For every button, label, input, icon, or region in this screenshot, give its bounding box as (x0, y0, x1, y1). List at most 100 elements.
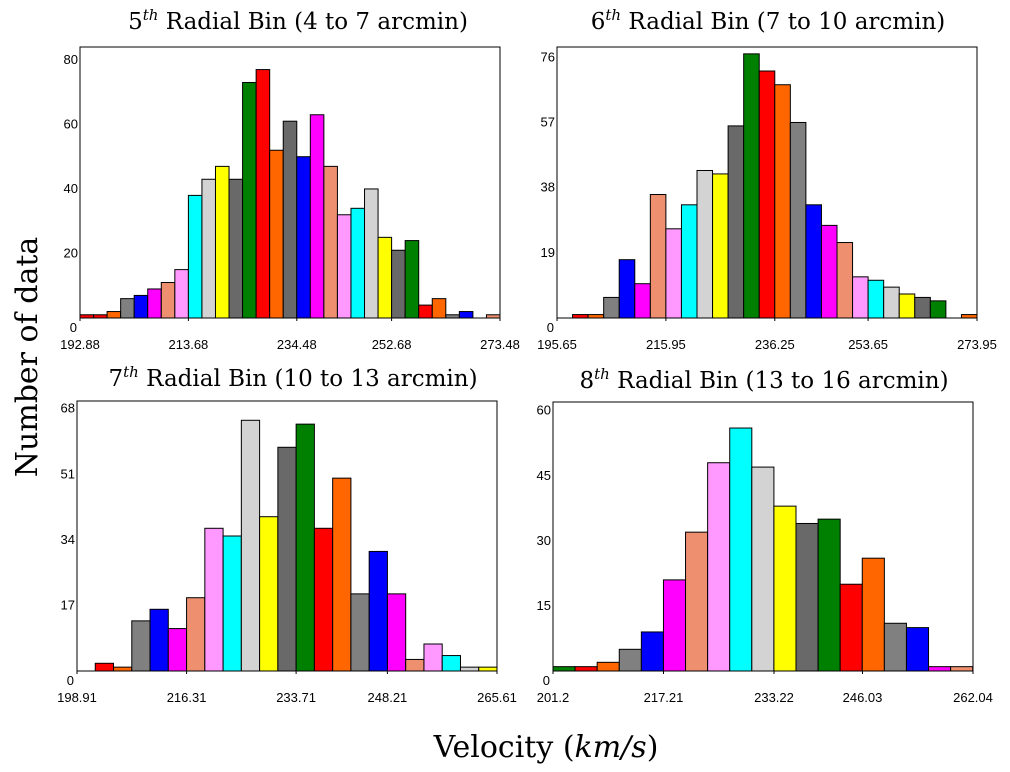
bar-p1-27 (431, 298, 447, 319)
bar-p3-8 (204, 527, 224, 672)
panel-title-4: 8th Radial Bin (13 to 16 arcmin) (579, 365, 948, 394)
x-tick-3-4: 248.21 (368, 690, 408, 705)
y-tick-4-1: 15 (537, 598, 551, 613)
bar-p3-15 (332, 477, 352, 672)
bar-p2-5 (618, 259, 636, 319)
plot-frame-1 (79, 46, 501, 319)
bar-p1-25 (404, 240, 420, 319)
y-tick-3-2: 34 (61, 532, 75, 547)
histogram-panel-4: 8th Radial Bin (13 to 16 arcmin) 0 15 30 45 6… (537, 365, 993, 705)
bar-p1-12 (228, 178, 244, 319)
bar-p4-16 (883, 622, 907, 672)
bar-p2-7 (649, 194, 667, 319)
bar-p3-21 (441, 655, 461, 672)
x-tick-3-3: 233.71 (276, 690, 316, 705)
bar-p4-18 (928, 666, 952, 672)
x-tick-1-4: 252.68 (372, 337, 412, 352)
y-tick-4-4: 60 (537, 403, 551, 418)
x-tick-3-1: 198.91 (57, 690, 97, 705)
bar-p1-24 (391, 249, 406, 319)
x-tick-1-1: 192.88 (60, 337, 100, 352)
x-tick-4-3: 233.22 (754, 690, 794, 705)
y-tick-4-2: 30 (537, 533, 551, 548)
bar-p1-8 (174, 269, 189, 319)
y-tick-zero-3: 0 (67, 673, 74, 688)
y-tick-3-4: 68 (61, 401, 75, 416)
bar-p2-19 (836, 242, 854, 319)
bar-p1-29 (458, 311, 474, 319)
x-tick-4-5: 262.04 (953, 690, 993, 705)
bar-p4-1 (552, 666, 576, 672)
bar-p4-12 (795, 522, 819, 672)
x-tick-4-2: 217.21 (644, 690, 684, 705)
x-tick-2-1: 195.65 (537, 337, 577, 352)
bar-p4-3 (596, 661, 620, 672)
y-tick-zero-2: 0 (547, 320, 554, 335)
x-tick-2-2: 215.95 (646, 337, 686, 352)
panel-title-3: 7th Radial Bin (10 to 13 arcmin) (108, 363, 477, 392)
bar-p2-25 (929, 300, 947, 319)
bar-p3-18 (386, 593, 407, 672)
bar-p2-27 (960, 314, 978, 319)
plot-frame-2 (556, 46, 978, 319)
plot-frame-3 (76, 400, 498, 672)
histogram-panel-1: 5th Radial Bin (4 to 7 arcmin) 0 20 40 60 80 1… (60, 6, 520, 352)
bar-p3-12 (277, 446, 297, 672)
y-tick-2-1: 19 (541, 245, 555, 260)
bar-p2-24 (914, 296, 931, 319)
bar-p4-17 (905, 627, 930, 672)
bar-p3-3 (113, 666, 133, 672)
y-tick-4-3: 45 (537, 468, 551, 483)
bar-p2-2 (572, 314, 589, 319)
bar-p2-4 (603, 296, 620, 319)
bar-p1-6 (147, 288, 162, 319)
x-tick-1-3: 234.48 (277, 337, 317, 352)
bar-p3-2 (94, 662, 115, 672)
bar-p2-10 (696, 169, 714, 319)
bar-p3-13 (295, 423, 315, 672)
x-tick-1-2: 213.68 (169, 337, 209, 352)
y-tick-1-1: 20 (64, 246, 78, 261)
x-tick-4-1: 201.2 (537, 690, 570, 705)
bar-p2-9 (680, 204, 698, 319)
histogram-panel-2: 6th Radial Bin (7 to 10 arcmin) 0 19 38 57 76… (537, 6, 997, 352)
x-tick-2-4: 253.65 (848, 337, 888, 352)
bar-p2-21 (867, 279, 885, 319)
bar-p2-6 (634, 283, 651, 319)
histogram-panel-3: 7th Radial Bin (10 to 13 arcmin) 0 17 34 51 6… (57, 363, 517, 705)
y-tick-1-4: 80 (64, 52, 78, 67)
bar-p1-5 (133, 294, 149, 319)
y-tick-zero-1: 0 (70, 320, 77, 335)
bar-p3-11 (259, 516, 279, 672)
bar-p1-10 (201, 178, 216, 319)
bar-p4-2 (574, 666, 598, 672)
bar-p2-11 (712, 173, 729, 319)
x-tick-3-5: 265.61 (477, 690, 517, 705)
bar-p3-5 (149, 608, 169, 672)
bar-p4-14 (839, 583, 863, 672)
bar-p4-8 (707, 462, 731, 672)
x-tick-2-5: 273.95 (957, 337, 997, 352)
bar-p1-9 (187, 194, 203, 319)
bar-p2-14 (758, 70, 776, 319)
bar-p1-13 (242, 81, 257, 319)
bar-p4-11 (773, 505, 797, 672)
bar-p3-14 (313, 527, 334, 672)
bar-p2-20 (852, 276, 869, 319)
x-tick-4-4: 246.03 (843, 690, 883, 705)
bar-p3-22 (459, 666, 480, 672)
x-axis-label: Velocity (km/s) (433, 730, 659, 765)
bar-p3-16 (350, 593, 370, 672)
bar-p4-7 (685, 531, 709, 672)
bar-p2-22 (883, 286, 900, 319)
panel-title-1: 5th Radial Bin (4 to 7 arcmin) (128, 6, 468, 35)
bar-p3-20 (423, 643, 443, 672)
bar-p3-7 (186, 597, 206, 672)
bar-p2-18 (820, 224, 838, 319)
bar-p1-7 (160, 282, 176, 319)
bar-p2-23 (898, 293, 916, 319)
bar-p1-21 (350, 207, 366, 319)
bar-p1-19 (323, 165, 338, 319)
y-tick-2-4: 76 (541, 49, 555, 64)
